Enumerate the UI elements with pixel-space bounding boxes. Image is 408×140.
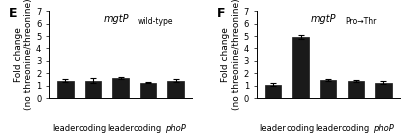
Y-axis label: Fold change
(no threonine/threonine): Fold change (no threonine/threonine) bbox=[14, 0, 33, 110]
Text: wild-type: wild-type bbox=[138, 17, 173, 26]
Bar bbox=[112, 78, 129, 98]
Text: coding: coding bbox=[286, 124, 315, 133]
Text: F: F bbox=[217, 7, 225, 20]
Bar bbox=[140, 82, 156, 98]
Bar bbox=[265, 85, 282, 98]
Text: coding: coding bbox=[341, 124, 370, 133]
Text: Pro→Thr: Pro→Thr bbox=[346, 17, 377, 26]
Text: leader: leader bbox=[107, 124, 134, 133]
Bar bbox=[320, 80, 337, 98]
Y-axis label: Fold change
(no threonine/threonine): Fold change (no threonine/threonine) bbox=[222, 0, 241, 110]
Text: leader: leader bbox=[315, 124, 341, 133]
Text: mgtP: mgtP bbox=[311, 14, 337, 24]
Text: phoP: phoP bbox=[165, 124, 186, 133]
Text: E: E bbox=[9, 7, 18, 20]
Bar bbox=[57, 81, 74, 98]
Text: coding: coding bbox=[134, 124, 162, 133]
Bar bbox=[348, 81, 364, 98]
Text: leader: leader bbox=[260, 124, 286, 133]
Bar bbox=[293, 37, 309, 98]
Text: leader: leader bbox=[52, 124, 79, 133]
Text: mgtP: mgtP bbox=[103, 14, 129, 24]
Bar bbox=[375, 82, 392, 98]
Text: phoP: phoP bbox=[373, 124, 394, 133]
Bar bbox=[85, 81, 101, 98]
Bar bbox=[167, 81, 184, 98]
Text: coding: coding bbox=[79, 124, 107, 133]
